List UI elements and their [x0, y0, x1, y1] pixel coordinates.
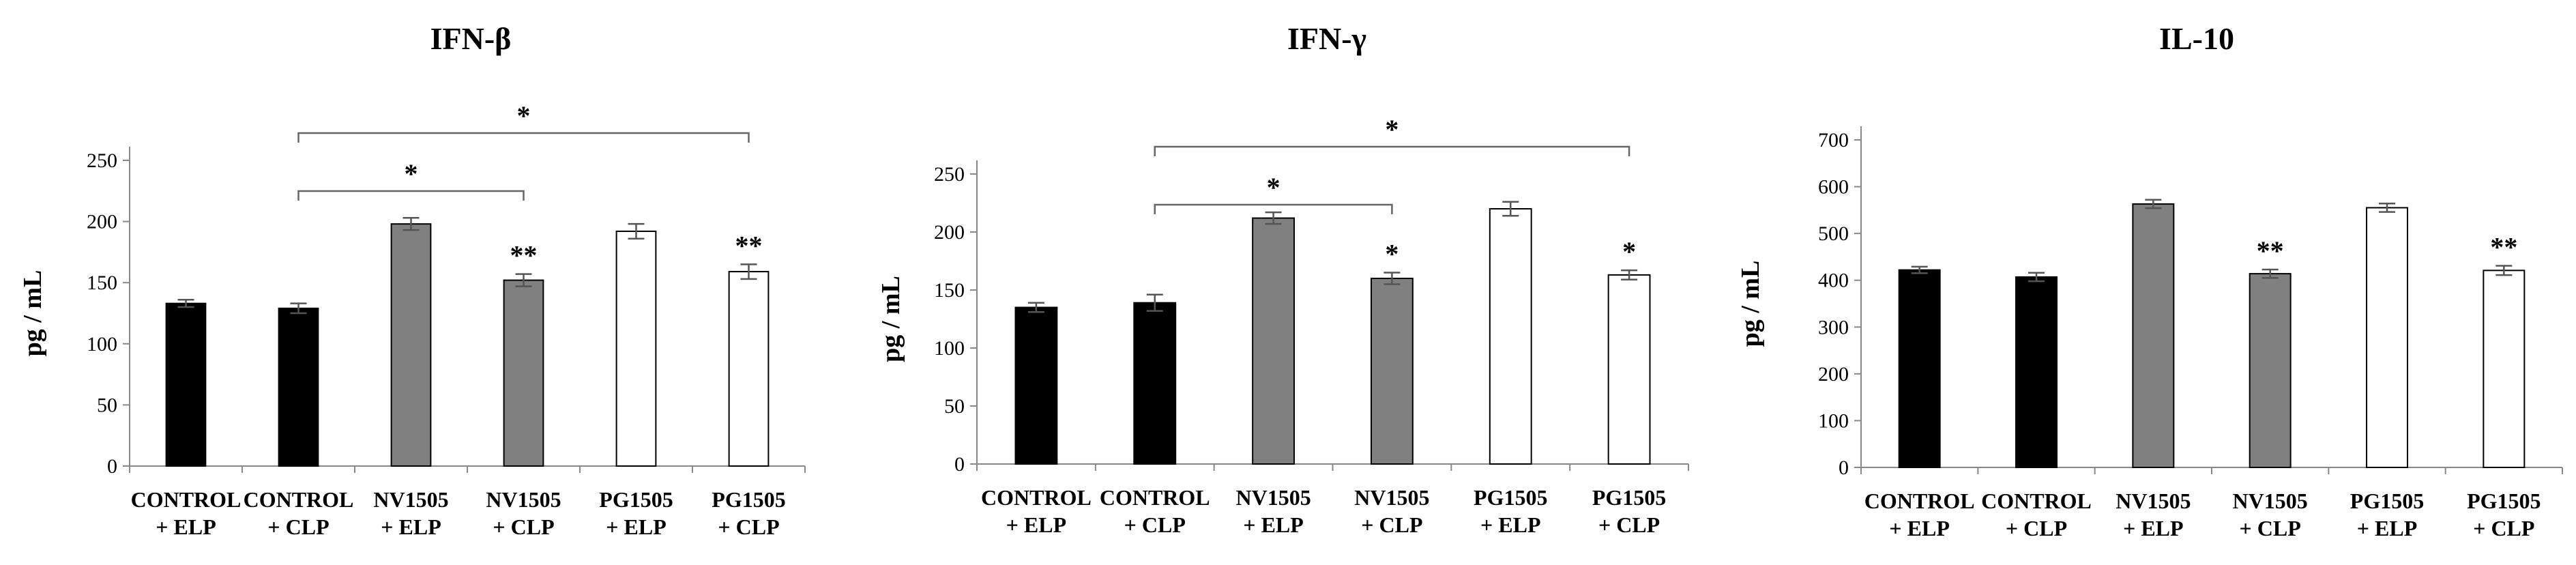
- y-tick-label: 300: [1818, 316, 1849, 338]
- bar: [1252, 217, 1296, 465]
- x-tick-label: NV1505: [2116, 489, 2191, 513]
- x-tick-label: NV1505: [2233, 489, 2308, 513]
- bar: [615, 230, 657, 467]
- y-tick-label: 100: [934, 337, 965, 360]
- x-tick-label: CONTROL: [981, 485, 1092, 510]
- bar: [1370, 278, 1414, 465]
- chart-panel-1: IFN-β pg / mL 0 50 100 150 200 250 CONTROL + ELP C…: [18, 21, 806, 539]
- bar: [1133, 302, 1177, 465]
- x-tick-label: PG1505: [712, 487, 785, 512]
- y-axis-label: pg / mL: [877, 276, 905, 362]
- chart-title: IFN-γ: [1287, 21, 1366, 56]
- x-tick-label: PG1505: [1592, 485, 1666, 510]
- bracket-significance-mark: *: [405, 158, 418, 189]
- significance-mark: **: [510, 240, 538, 271]
- chart-title: IL-10: [2159, 21, 2234, 56]
- y-tick-label: 0: [954, 453, 965, 476]
- x-tick-label: + CLP: [1361, 512, 1422, 537]
- x-tick-label: + CLP: [1124, 512, 1186, 537]
- x-tick-label: CONTROL: [1981, 489, 2092, 513]
- chart-panel-3: IL-10 pg / mL 0 100 200 300 400 500 600 700 CONTRO…: [1736, 21, 2563, 540]
- x-tick-label: PG1505: [1474, 485, 1547, 510]
- comparison-bracket: [297, 132, 750, 143]
- bar: [2132, 203, 2175, 468]
- significance-mark: **: [2490, 231, 2517, 262]
- x-tick-label: NV1505: [373, 487, 448, 512]
- x-tick-label: CONTROL: [1864, 489, 1975, 513]
- x-tick-label: + ELP: [1889, 516, 1949, 540]
- x-tick-label: + ELP: [1243, 512, 1303, 537]
- chart-title: IFN-β: [430, 21, 512, 56]
- y-tick-label: 200: [934, 221, 965, 244]
- x-tick-label: PG1505: [2350, 489, 2424, 513]
- bracket-significance-mark: *: [1267, 172, 1280, 203]
- y-tick-label: 200: [1818, 363, 1849, 386]
- bar: [728, 271, 770, 467]
- x-tick-label: CONTROL: [131, 487, 241, 512]
- x-tick-label: PG1505: [599, 487, 673, 512]
- x-tick-label: CONTROL: [244, 487, 354, 512]
- x-tick-label: + CLP: [493, 515, 554, 539]
- y-tick-label: 50: [97, 394, 117, 416]
- bar: [2483, 270, 2526, 468]
- x-tick-label: NV1505: [1235, 485, 1311, 510]
- y-tick-label: 600: [1818, 176, 1849, 199]
- comparison-bracket: [1154, 145, 1630, 156]
- y-tick-label: 100: [87, 333, 117, 356]
- y-tick-label: 200: [87, 211, 117, 233]
- bar: [2366, 207, 2408, 468]
- bar: [390, 223, 432, 467]
- significance-mark: *: [1622, 236, 1636, 267]
- bar: [278, 307, 319, 467]
- bar: [1898, 269, 1941, 468]
- bar: [2015, 276, 2058, 468]
- y-tick-label: 0: [107, 455, 117, 478]
- bar: [165, 302, 207, 467]
- x-tick-label: + ELP: [1006, 512, 1066, 537]
- y-tick-label: 250: [934, 163, 965, 186]
- x-tick-label: + CLP: [2240, 516, 2301, 540]
- x-tick-label: + CLP: [267, 515, 329, 539]
- bar: [1607, 274, 1651, 465]
- bracket-significance-mark: *: [517, 100, 531, 131]
- x-tick-label: + CLP: [1598, 512, 1660, 537]
- x-tick-label: + ELP: [606, 515, 666, 539]
- y-tick-label: 150: [934, 279, 965, 302]
- x-tick-label: + ELP: [1480, 512, 1540, 537]
- bar: [2249, 273, 2292, 468]
- significance-mark: **: [2257, 235, 2284, 266]
- x-tick-label: + ELP: [2357, 516, 2417, 540]
- comparison-bracket: [297, 190, 525, 201]
- x-tick-label: + ELP: [381, 515, 441, 539]
- x-tick-label: + CLP: [718, 515, 779, 539]
- x-tick-label: + ELP: [2123, 516, 2183, 540]
- bar: [503, 279, 544, 467]
- x-tick-label: CONTROL: [1100, 485, 1210, 510]
- significance-mark: *: [1385, 239, 1399, 270]
- bar: [1489, 208, 1532, 465]
- y-axis-label: pg / mL: [1736, 261, 1765, 347]
- x-tick-label: NV1505: [1354, 485, 1429, 510]
- x-tick-label: PG1505: [2467, 489, 2541, 513]
- y-axis-label: pg / mL: [18, 270, 47, 357]
- bar: [1014, 306, 1058, 465]
- y-tick-label: 500: [1818, 222, 1849, 245]
- y-tick-label: 50: [944, 395, 965, 418]
- y-tick-label: 250: [87, 149, 117, 172]
- y-tick-label: 0: [1839, 457, 1849, 479]
- x-tick-label: + ELP: [156, 515, 216, 539]
- x-tick-label: + CLP: [2473, 516, 2534, 540]
- y-tick-label: 100: [1818, 409, 1849, 432]
- significance-mark: **: [735, 230, 763, 261]
- bracket-significance-mark: *: [1385, 114, 1399, 145]
- x-tick-label: NV1505: [486, 487, 561, 512]
- x-tick-label: + CLP: [2006, 516, 2067, 540]
- comparison-bracket: [1154, 203, 1393, 214]
- y-tick-label: 700: [1818, 129, 1849, 151]
- y-tick-label: 150: [87, 272, 117, 294]
- y-tick-label: 400: [1818, 270, 1849, 292]
